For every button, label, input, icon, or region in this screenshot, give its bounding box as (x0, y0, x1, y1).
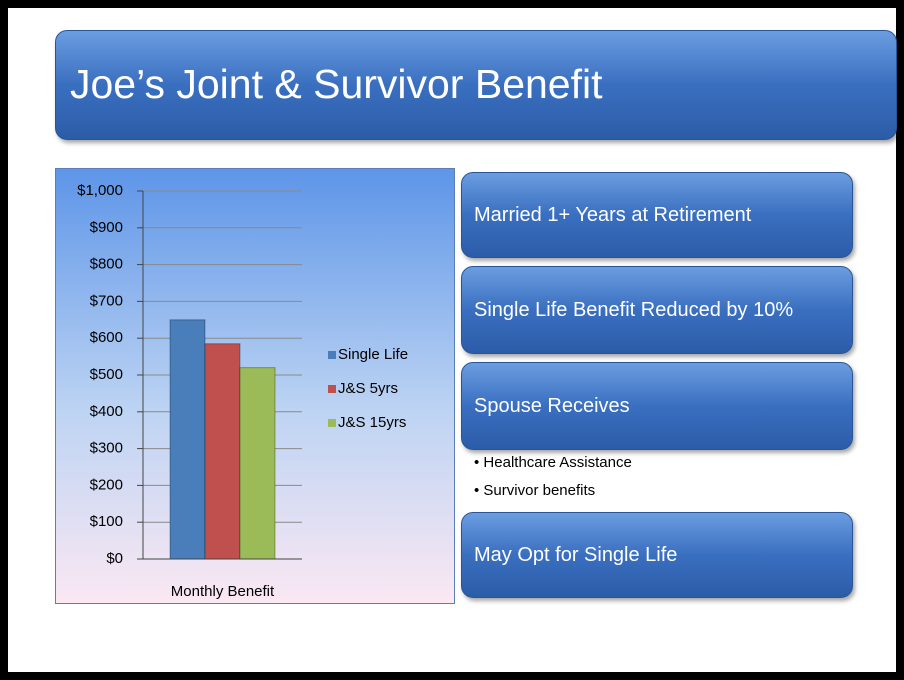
legend-swatch (328, 351, 336, 359)
y-tick-label: $800 (90, 256, 123, 273)
y-tick-label: $700 (90, 292, 123, 309)
bar (204, 343, 241, 560)
box: Single Life Benefit Reduced by 10% (461, 266, 853, 354)
bullet: Survivor benefits (474, 482, 632, 510)
y-tick-label: $1,000 (77, 182, 123, 199)
y-tick-label: $300 (90, 440, 123, 457)
box: Spouse Receives (461, 362, 853, 450)
slide: Joe’s Joint & Survivor Benefit Married 1… (8, 8, 897, 672)
y-tick-label: $0 (106, 550, 123, 567)
legend-swatch (328, 385, 336, 393)
y-tick-label: $500 (90, 366, 123, 383)
legend-swatch (328, 419, 336, 427)
y-tick-label: $100 (90, 513, 123, 530)
bullet-list: Healthcare Assistance Survivor benefits (474, 454, 632, 510)
legend-label: J&S 5yrs (338, 380, 398, 397)
box: Married 1+ Years at Retirement (461, 172, 853, 258)
title: Joe’s Joint & Survivor Benefit (55, 30, 897, 140)
y-tick-label: $200 (90, 476, 123, 493)
y-tick-label: $400 (90, 403, 123, 420)
chart: $0 $100 $200 $300 $400 $500 $600 $700 $800 $900 $1… (55, 168, 455, 604)
y-tick-label: $600 (90, 329, 123, 346)
bar (169, 319, 206, 560)
y-tick-label: $900 (90, 219, 123, 236)
legend-label: Single Life (338, 346, 408, 363)
box: May Opt for Single Life (461, 512, 853, 598)
legend-label: J&S 15yrs (338, 414, 406, 431)
bullet: Healthcare Assistance (474, 454, 631, 482)
bar (239, 367, 276, 560)
x-tick-label: Monthly Benefit (171, 583, 275, 600)
